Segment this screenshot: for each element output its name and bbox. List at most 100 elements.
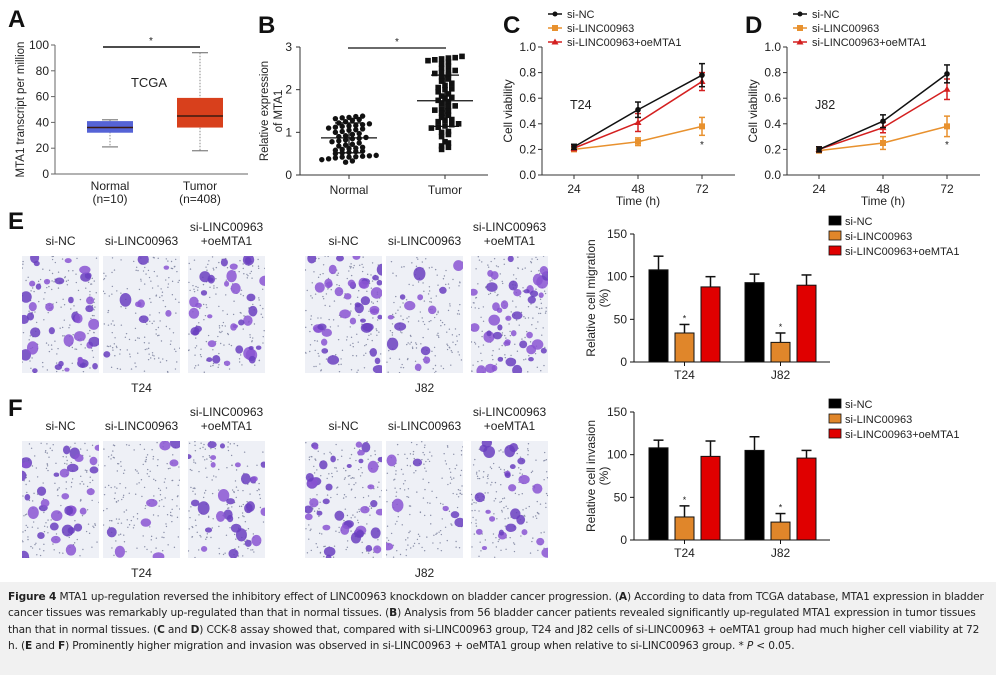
data-point (816, 146, 822, 153)
pore-dot (409, 530, 411, 532)
pore-dot (46, 369, 49, 371)
pore-dot (151, 322, 153, 325)
pore-dot (157, 334, 159, 337)
pore-dot (319, 363, 321, 365)
pore-dot (417, 258, 419, 260)
pore-dot (146, 473, 149, 475)
pore-dot (361, 552, 364, 554)
pore-dot (178, 279, 180, 282)
stained-cell (79, 507, 87, 515)
pore-dot (358, 314, 360, 317)
stained-cell (387, 314, 394, 320)
pore-dot (428, 320, 430, 323)
stained-cell (206, 357, 213, 363)
data-point (880, 140, 886, 146)
pore-dot (22, 361, 23, 363)
pore-dot (108, 295, 110, 297)
pore-dot (345, 469, 347, 472)
pore-dot (218, 489, 220, 491)
pore-dot (129, 356, 131, 358)
pore-dot (415, 347, 418, 349)
pore-dot (399, 553, 402, 556)
pore-dot (171, 479, 174, 482)
pore-dot (31, 500, 34, 502)
stained-cell (423, 356, 431, 364)
pore-dot (407, 488, 410, 490)
stained-cell (62, 445, 71, 455)
pore-dot (229, 443, 232, 445)
stained-cell (541, 547, 548, 558)
pore-dot (200, 355, 202, 358)
pore-dot (191, 525, 193, 528)
pore-dot (487, 266, 490, 268)
pore-dot (107, 345, 110, 348)
pore-dot (227, 446, 229, 448)
stained-cell (498, 529, 504, 536)
pore-dot (126, 287, 128, 290)
pore-dot (361, 472, 363, 474)
data-point-normal (332, 115, 339, 122)
data-point (571, 144, 577, 150)
stained-cell (386, 454, 397, 467)
stained-cell (349, 317, 357, 325)
pore-dot (177, 484, 179, 487)
data-point-normal (349, 136, 356, 142)
pore-dot (149, 470, 151, 472)
data-point-normal (366, 121, 373, 127)
pore-dot (36, 554, 38, 556)
micrograph-texture (471, 256, 548, 373)
transwell-micrograph (305, 441, 382, 558)
stained-cell (35, 283, 42, 290)
pore-dot (492, 462, 495, 465)
pore-dot (507, 507, 509, 510)
pore-dot (84, 442, 86, 445)
micrograph-label: si-NC (295, 419, 392, 433)
pore-dot (233, 300, 235, 302)
pore-dot (336, 487, 338, 489)
micrograph-label: si-LINC00963 (376, 234, 473, 248)
pore-dot (317, 317, 319, 319)
pore-dot (545, 492, 548, 495)
micrograph-label-line: +oeMTA1 (483, 234, 536, 248)
pore-dot (319, 552, 322, 554)
pore-dot (428, 290, 431, 292)
pore-dot (46, 286, 48, 289)
stained-cell (508, 484, 517, 492)
pore-dot (169, 514, 172, 517)
pore-dot (338, 284, 340, 287)
pore-dot (54, 261, 57, 264)
pore-dot (362, 266, 364, 268)
stained-cell (439, 286, 447, 294)
stained-cell (374, 357, 381, 365)
pore-dot (145, 456, 148, 459)
stained-cell (73, 523, 83, 532)
pore-dot (324, 304, 326, 307)
pore-dot (536, 511, 539, 514)
pore-dot (398, 371, 401, 373)
pore-dot (542, 256, 545, 257)
pore-dot (133, 524, 135, 526)
stained-cell (305, 472, 314, 482)
pore-dot (123, 534, 125, 536)
pore-dot (103, 278, 106, 280)
pore-dot (357, 519, 359, 522)
pore-dot (262, 288, 264, 290)
pore-dot (454, 328, 457, 330)
pore-dot (73, 542, 76, 544)
pore-dot (315, 542, 317, 545)
pore-dot (545, 458, 548, 461)
pore-dot (150, 535, 153, 538)
pore-dot (492, 358, 494, 361)
stained-cell (504, 339, 511, 345)
pore-dot (342, 497, 345, 499)
legend-label: si-LINC00963+oeMTA1 (567, 37, 681, 49)
pore-dot (489, 280, 491, 282)
pore-dot (396, 549, 398, 552)
stained-cell (188, 307, 200, 319)
stained-cell (200, 290, 208, 296)
data-point-tumor (432, 70, 438, 77)
pore-dot (60, 306, 62, 308)
stained-cell (327, 355, 340, 365)
pore-dot (67, 279, 69, 281)
stained-cell (36, 486, 47, 496)
